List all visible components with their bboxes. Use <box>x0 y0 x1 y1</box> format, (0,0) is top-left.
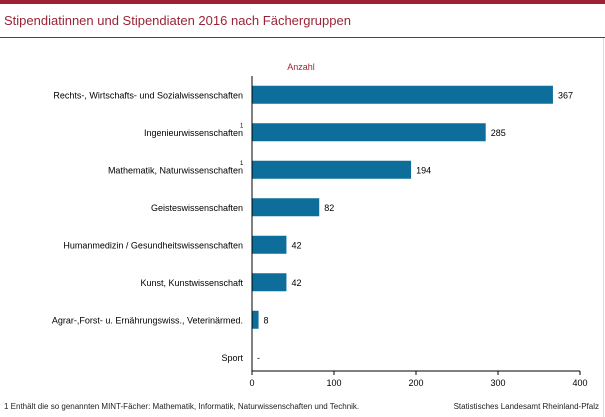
x-tick-label: 200 <box>408 378 423 388</box>
bar <box>252 198 320 217</box>
bar <box>252 273 287 292</box>
category-label: Agrar-,Forst- u. Ernährungswiss., Veteri… <box>52 315 243 325</box>
value-label: 82 <box>324 203 334 213</box>
unit-label: Anzahl <box>287 62 315 72</box>
footnote-mark: 1 <box>240 161 244 167</box>
bar <box>252 160 412 179</box>
x-tick-label: 100 <box>326 378 341 388</box>
right-border <box>603 38 604 417</box>
bar <box>252 310 259 329</box>
x-tick-label: 0 <box>249 378 254 388</box>
category-label: Mathematik, Naturwissenschaften <box>108 165 243 175</box>
x-tick-label: 300 <box>490 378 505 388</box>
bar <box>252 123 486 142</box>
value-label: 285 <box>491 128 506 138</box>
value-label: 194 <box>416 165 431 175</box>
top-accent-bar <box>0 0 605 4</box>
title-divider <box>0 37 605 38</box>
bars-layer: Rechts-, Wirtschafts- und Sozialwissensc… <box>52 85 573 363</box>
value-label: 8 <box>264 315 269 325</box>
value-label: 367 <box>558 90 573 100</box>
category-label: Rechts-, Wirtschafts- und Sozialwissensc… <box>53 90 243 100</box>
x-axis-ticks: 0 100 200 300 400 <box>249 371 588 388</box>
category-label: Sport <box>221 353 243 363</box>
category-label: Kunst, Kunstwissenschaft <box>140 278 243 288</box>
source-note: Statistisches Landesamt Rheinland-Pfalz <box>453 402 599 411</box>
footnote-mark: 1 <box>240 123 244 129</box>
category-label: Humanmedizin / Gesundheitswissenschaften <box>63 240 243 250</box>
chart-title: Stipendiatinnen und Stipendiaten 2016 na… <box>4 13 351 28</box>
x-tick-label: 400 <box>572 378 587 388</box>
bar <box>252 235 287 254</box>
bar <box>252 85 553 104</box>
category-label: Ingenieurwissenschaften <box>144 128 243 138</box>
category-label: Geisteswissenschaften <box>151 203 243 213</box>
value-label: 42 <box>291 278 301 288</box>
value-label: 42 <box>291 240 301 250</box>
value-label: - <box>257 353 260 363</box>
footnote: 1 Enthält die so genannten MINT-Fächer: … <box>4 402 360 411</box>
